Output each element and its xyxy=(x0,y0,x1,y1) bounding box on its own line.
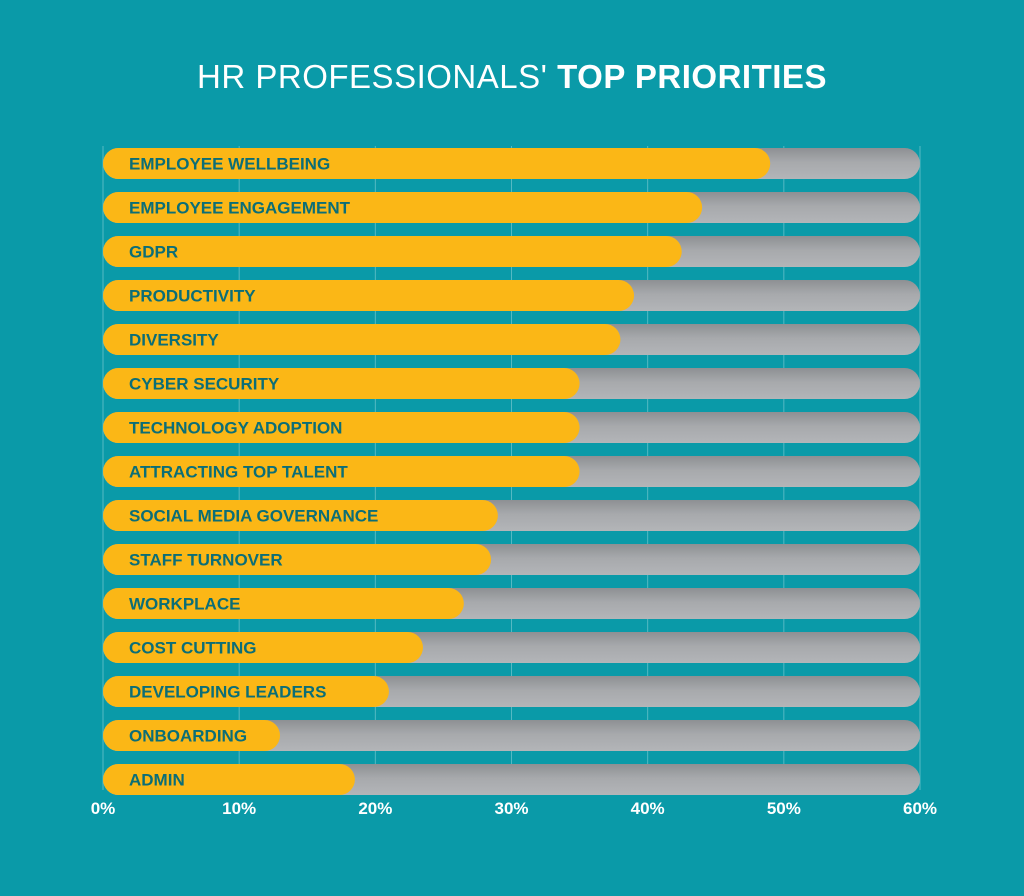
bar-label: GDPR xyxy=(129,243,178,262)
bar-label: TECHNOLOGY ADOPTION xyxy=(129,419,342,438)
bar-row: DIVERSITY xyxy=(103,324,920,355)
bar-label: STAFF TURNOVER xyxy=(129,551,283,570)
bar-label: DEVELOPING LEADERS xyxy=(129,683,326,702)
bar-row: EMPLOYEE WELLBEING xyxy=(103,148,920,179)
bar-row: SOCIAL MEDIA GOVERNANCE xyxy=(103,500,920,531)
bar xyxy=(103,412,580,443)
x-tick-label: 10% xyxy=(222,799,256,818)
chart-title-bold: TOP PRIORITIES xyxy=(557,58,827,95)
bar-row: PRODUCTIVITY xyxy=(103,280,920,311)
bar-label: COST CUTTING xyxy=(129,639,257,658)
bar xyxy=(103,500,498,531)
x-tick-label: 60% xyxy=(903,799,937,818)
bar-row: ADMIN xyxy=(103,764,920,795)
bar-label: ATTRACTING TOP TALENT xyxy=(129,463,348,482)
bar-label: ADMIN xyxy=(129,771,185,790)
chart-title: HR PROFESSIONALS' TOP PRIORITIES xyxy=(0,58,1024,96)
bar-row: DEVELOPING LEADERS xyxy=(103,676,920,707)
bar-label: EMPLOYEE WELLBEING xyxy=(129,155,330,174)
bar xyxy=(103,676,389,707)
bar-label: PRODUCTIVITY xyxy=(129,287,256,306)
bar-row: ONBOARDING xyxy=(103,720,920,751)
bar-row: TECHNOLOGY ADOPTION xyxy=(103,412,920,443)
bar-row: CYBER SECURITY xyxy=(103,368,920,399)
bar xyxy=(103,588,464,619)
x-tick-label: 40% xyxy=(631,799,665,818)
bar-label: ONBOARDING xyxy=(129,727,247,746)
bar xyxy=(103,236,682,267)
bar-row: GDPR xyxy=(103,236,920,267)
bar-label: CYBER SECURITY xyxy=(129,375,280,394)
bar-row: STAFF TURNOVER xyxy=(103,544,920,575)
bar-track xyxy=(103,720,920,751)
bar xyxy=(103,280,635,311)
bar xyxy=(103,148,771,179)
bar-label: DIVERSITY xyxy=(129,331,219,350)
bar xyxy=(103,720,281,751)
bar-row: ATTRACTING TOP TALENT xyxy=(103,456,920,487)
bar-row: EMPLOYEE ENGAGEMENT xyxy=(103,192,920,223)
bar-row: WORKPLACE xyxy=(103,588,920,619)
x-axis-ticks: 0% 10% 20% 30% 40% 50% 60% xyxy=(91,799,937,818)
bars: EMPLOYEE WELLBEING EMPLOYEE ENGAGEMENT GDP… xyxy=(103,148,920,795)
bar-label: EMPLOYEE ENGAGEMENT xyxy=(129,199,351,218)
bar xyxy=(103,456,580,487)
bar-label: WORKPLACE xyxy=(129,595,240,614)
bar xyxy=(103,324,621,355)
bar-row: COST CUTTING xyxy=(103,632,920,663)
bar xyxy=(103,192,703,223)
bar xyxy=(103,368,580,399)
x-tick-label: 50% xyxy=(767,799,801,818)
bar-label: SOCIAL MEDIA GOVERNANCE xyxy=(129,507,378,526)
bar xyxy=(103,764,355,795)
x-tick-label: 0% xyxy=(91,799,116,818)
x-tick-label: 20% xyxy=(358,799,392,818)
chart-title-light: HR PROFESSIONALS' xyxy=(197,58,548,95)
bar xyxy=(103,632,423,663)
bar xyxy=(103,544,492,575)
x-tick-label: 30% xyxy=(494,799,528,818)
